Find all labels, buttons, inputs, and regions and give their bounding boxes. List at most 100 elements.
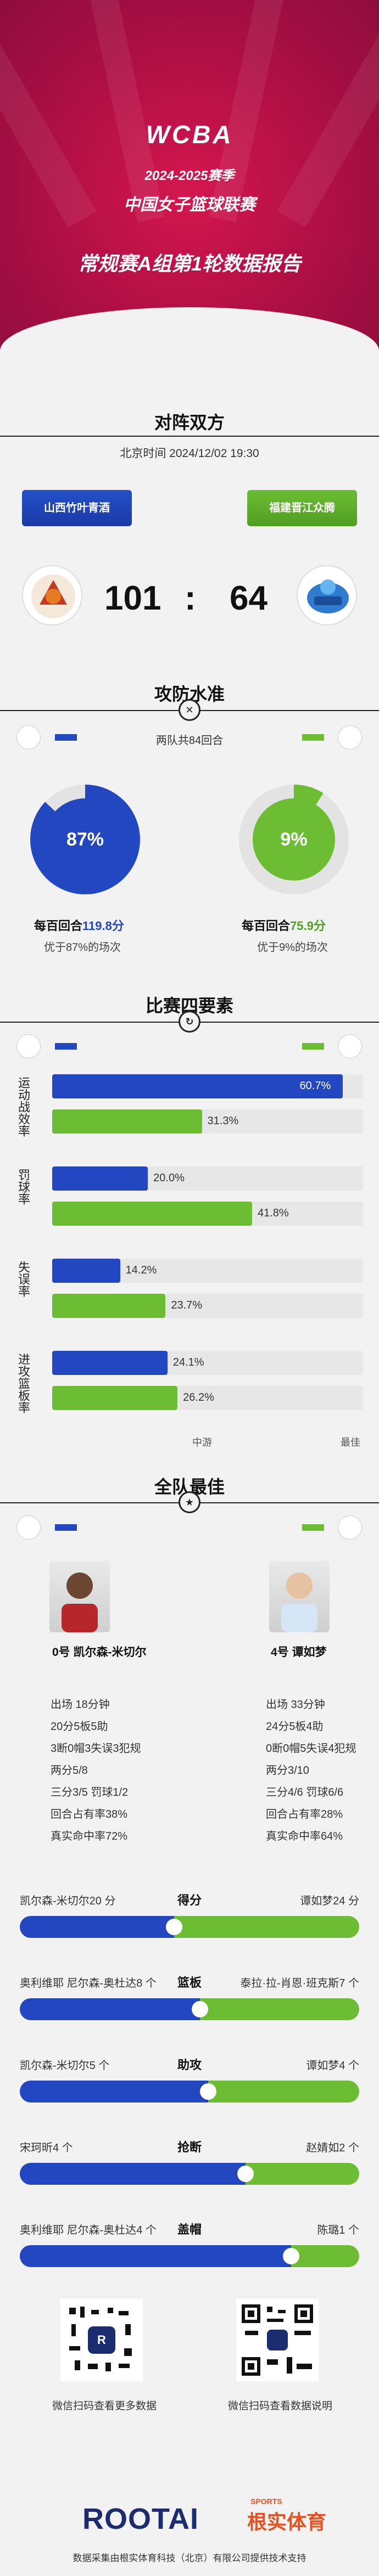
- home-factor-bar: [52, 1074, 343, 1098]
- away-team-small-logo: [338, 1034, 362, 1058]
- comparison-bar: [20, 2081, 359, 2102]
- away-factor-value: 41.8%: [257, 1207, 289, 1219]
- comparison-right-name: 陈璐1 个: [317, 2224, 359, 2236]
- wcba-logo: WCBA: [146, 120, 233, 149]
- axis-best-label: 最佳: [341, 1437, 360, 1448]
- comparison-bar-home: [20, 1998, 200, 2020]
- home-efficiency-pct: 87%: [44, 798, 126, 881]
- comparison-bar: [20, 2163, 359, 2185]
- player-stat-line: 出场 18分钟: [51, 1699, 110, 1711]
- comparison-bar-home: [20, 2163, 246, 2185]
- possessions-label: 两队共84回合: [155, 735, 224, 747]
- player-stat-line: 真实命中率64%: [266, 1830, 343, 1842]
- away-factor-bar: [52, 1109, 202, 1134]
- away-factor-value: 23.7%: [171, 1299, 203, 1311]
- away-color-bar: [302, 734, 324, 741]
- home-team-small-logo: [16, 1034, 41, 1058]
- qr-code-explanation[interactable]: [236, 2299, 319, 2381]
- home-factor-value: 20.0%: [153, 1172, 185, 1184]
- player-stat-line: 24分5板4助: [266, 1721, 324, 1733]
- comparison-left-name: 凯尔森-米切尔20 分: [20, 1895, 116, 1907]
- home-color-bar: [55, 1043, 77, 1050]
- player-stat-line: 回合占有率28%: [266, 1808, 343, 1820]
- away-efficiency-pct: 9%: [253, 798, 335, 881]
- data-credit: 数据采集由根实体育科技（北京）有限公司提供技术支持: [73, 2553, 306, 2563]
- comparison-bar-home: [20, 2245, 291, 2267]
- report-title: 常规赛A组第1轮数据报告: [77, 252, 302, 275]
- home-team-logo: [22, 565, 82, 625]
- comparison-category: 得分: [177, 1893, 202, 1907]
- comparison-left-name: 奥利维耶 尼尔森-奥杜达4 个: [20, 2224, 157, 2236]
- comparison-right-name: 赵婧如2 个: [306, 2142, 359, 2154]
- league-name: 中国女子篮球联赛: [124, 196, 255, 214]
- season-label: 2024-2025赛季: [144, 168, 235, 183]
- home-factor-value: 14.2%: [125, 1264, 157, 1276]
- comparison-bar-away: [200, 1998, 359, 2020]
- comparison-bar-home: [20, 2081, 208, 2102]
- score-colon: :: [185, 579, 196, 617]
- comparison-bar-home: [20, 1916, 174, 1938]
- comparison-marker: [192, 2001, 208, 2017]
- player-stat-line: 0断0帽5失误4犯规: [266, 1743, 356, 1755]
- comparison-right-name: 泰拉·拉-肖恩·班克斯7 个: [240, 1977, 359, 1989]
- home-efficiency-ring: 87%: [30, 785, 140, 894]
- comparison-right-name: 谭如梦24 分: [300, 1895, 359, 1907]
- player-stat-line: 回合占有率38%: [51, 1808, 128, 1820]
- comparison-bar-away: [246, 2163, 359, 2185]
- comparison-bar-away: [291, 2245, 359, 2267]
- axis-mid-label: 中游: [192, 1437, 212, 1448]
- away-team-logo: [297, 565, 357, 625]
- factor-label: 进攻篮板率: [16, 1353, 30, 1413]
- matchup-title: 对阵双方: [154, 413, 225, 432]
- header-banner: [0, 0, 379, 351]
- header-curve: [0, 307, 379, 417]
- match-time: 北京时间 2024/12/02 19:30: [120, 447, 259, 460]
- away-rating: 每百回合75.9分: [242, 919, 326, 933]
- comparison-category: 抢断: [177, 2140, 202, 2154]
- clock-icon: ↻: [179, 1011, 200, 1033]
- rootai-chinese-name: 根实体育: [247, 2511, 327, 2533]
- comparison-bar: [20, 1998, 359, 2020]
- factor-label: 失误率: [16, 1261, 30, 1297]
- comparison-bar: [20, 1916, 359, 1938]
- trophy-icon: ★: [179, 1491, 200, 1513]
- player-stat-line: 20分5板5助: [51, 1721, 108, 1733]
- away-team-small-logo: [338, 1515, 362, 1540]
- qr-left-caption: 微信扫码查看更多数据: [52, 2400, 157, 2412]
- home-player-photo: [49, 1561, 110, 1632]
- player-stat-line: 3断0帽3失误3犯规: [51, 1743, 141, 1755]
- comparison-category: 篮板: [177, 1976, 202, 1989]
- away-score: 64: [230, 579, 267, 617]
- comparison-bar: [20, 2245, 359, 2267]
- home-team-label: 山西竹叶青酒: [22, 490, 132, 526]
- player-stat-line: 三分3/5 罚球1/2: [51, 1786, 129, 1799]
- home-factor-value: 60.7%: [299, 1080, 331, 1092]
- away-rating-note: 优于9%的场次: [257, 942, 328, 954]
- away-color-bar: [302, 1524, 324, 1531]
- player-stat-line: 两分3/10: [266, 1765, 309, 1777]
- comparison-marker: [200, 2083, 216, 2100]
- shield-icon: ✕: [179, 699, 200, 721]
- qr-code-data[interactable]: R: [60, 2299, 143, 2381]
- player-stat-line: 出场 33分钟: [266, 1699, 325, 1711]
- away-color-bar: [302, 1043, 324, 1050]
- home-color-bar: [55, 1524, 77, 1531]
- factor-label: 运动战效率: [16, 1076, 30, 1137]
- comparison-right-name: 谭如梦4 个: [306, 2060, 359, 2072]
- home-factor-bar: [52, 1166, 148, 1191]
- away-factor-bar: [52, 1202, 252, 1226]
- away-factor-value: 26.2%: [183, 1391, 214, 1403]
- player-stat-line: 真实命中率72%: [51, 1830, 128, 1842]
- comparison-left-name: 宋珂昕4 个: [20, 2142, 73, 2154]
- home-score: 101: [104, 579, 161, 617]
- comparison-bar-away: [174, 1916, 359, 1938]
- player-stat-line: 三分4/6 罚球6/6: [266, 1786, 344, 1799]
- home-factor-bar: [52, 1351, 168, 1375]
- home-factor-bar: [52, 1259, 120, 1283]
- comparison-left-name: 凯尔森-米切尔5 个: [20, 2060, 110, 2072]
- away-team-label: 福建晋江众腾: [247, 490, 357, 526]
- away-factor-value: 31.3%: [207, 1115, 239, 1127]
- factor-label: 罚球率: [16, 1169, 30, 1205]
- divider: [0, 436, 379, 437]
- away-team-small-logo: [338, 725, 362, 749]
